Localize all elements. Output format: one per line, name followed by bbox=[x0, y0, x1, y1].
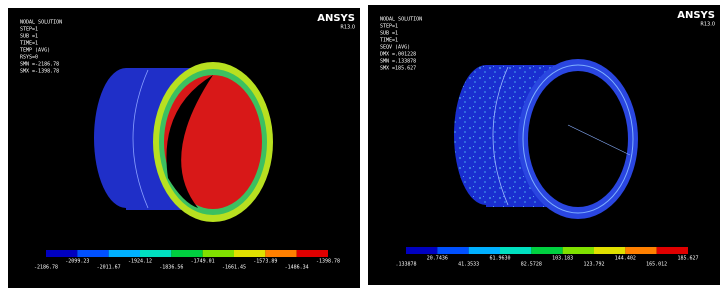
colorbar-segment bbox=[171, 250, 202, 257]
legend-label: -1661.45 bbox=[222, 265, 246, 271]
info-line: SUB =1 bbox=[380, 31, 398, 37]
version: R13.0 bbox=[340, 25, 355, 31]
legend-label: -1749.01 bbox=[191, 259, 215, 265]
legend-label: -1486.34 bbox=[285, 265, 309, 271]
info-line: SMX =185.627 bbox=[380, 66, 416, 72]
colorbar-segment bbox=[437, 247, 468, 254]
model-temperature bbox=[94, 62, 273, 222]
info-line: DMX =.001228 bbox=[380, 52, 416, 58]
colorbar-segment bbox=[203, 250, 234, 257]
legend-label: -1924.12 bbox=[128, 259, 152, 265]
legend-label: -2186.78 bbox=[34, 265, 58, 271]
legend-label: .133878 bbox=[395, 262, 416, 268]
legend-label: -1398.78 bbox=[316, 259, 340, 265]
info-line: TIME=1 bbox=[20, 41, 38, 47]
legend-label: 185.627 bbox=[677, 256, 698, 262]
colorbar-segment bbox=[77, 250, 108, 257]
version: R13.0 bbox=[700, 22, 715, 28]
colorbar-segment bbox=[109, 250, 140, 257]
legend-label: 165.012 bbox=[646, 262, 667, 268]
screenshot: ANSYSR13.0NODAL SOLUTIONSTEP=1SUB =1TIME… bbox=[0, 0, 725, 291]
colorbar-segment bbox=[594, 247, 625, 254]
legend-label: 20.7436 bbox=[427, 256, 448, 262]
legend-label: 82.5728 bbox=[521, 262, 542, 268]
colorbar-segment bbox=[531, 247, 562, 254]
info-line: SMN =.133878 bbox=[380, 59, 416, 65]
info-line: SMX =-1398.78 bbox=[20, 69, 59, 75]
logo: ANSYS bbox=[677, 10, 715, 21]
colorbar-segment bbox=[265, 250, 296, 257]
legend-label: 61.9630 bbox=[489, 256, 510, 262]
info-line: STEP=1 bbox=[20, 27, 38, 33]
colorbar-segment bbox=[406, 247, 437, 254]
legend-label: 103.183 bbox=[552, 256, 573, 262]
info-line: TEMP (AVG) bbox=[20, 48, 50, 54]
colorbar-segment bbox=[469, 247, 500, 254]
info-line: SMN =-2186.78 bbox=[20, 62, 59, 68]
info-line: STEP=1 bbox=[380, 24, 398, 30]
logo: ANSYS bbox=[317, 13, 355, 24]
legend-label: -2011.67 bbox=[97, 265, 121, 271]
info-line: TIME=1 bbox=[380, 38, 398, 44]
colorbar-segment bbox=[500, 247, 531, 254]
legend-label: 123.792 bbox=[583, 262, 604, 268]
info-line: RSYS=0 bbox=[20, 55, 38, 61]
info-line: NODAL SOLUTION bbox=[20, 20, 62, 26]
legend-label: 41.3533 bbox=[458, 262, 479, 268]
colorbar-segment bbox=[46, 250, 77, 257]
colorbar-segment bbox=[657, 247, 688, 254]
model-stress bbox=[454, 59, 638, 219]
legend-label: -2099.23 bbox=[65, 259, 89, 265]
info-line: NODAL SOLUTION bbox=[380, 17, 422, 23]
colorbar-segment bbox=[625, 247, 656, 254]
colorbar-segment bbox=[563, 247, 594, 254]
colorbar-segment bbox=[234, 250, 265, 257]
colorbar-segment bbox=[297, 250, 328, 257]
colorbar-segment bbox=[140, 250, 171, 257]
info-line: SEQV (AVG) bbox=[380, 45, 410, 51]
legend-label: 144.402 bbox=[615, 256, 636, 262]
legend-label: -1573.89 bbox=[253, 259, 277, 265]
legend-label: -1836.56 bbox=[159, 265, 183, 271]
info-line: SUB =1 bbox=[20, 34, 38, 40]
